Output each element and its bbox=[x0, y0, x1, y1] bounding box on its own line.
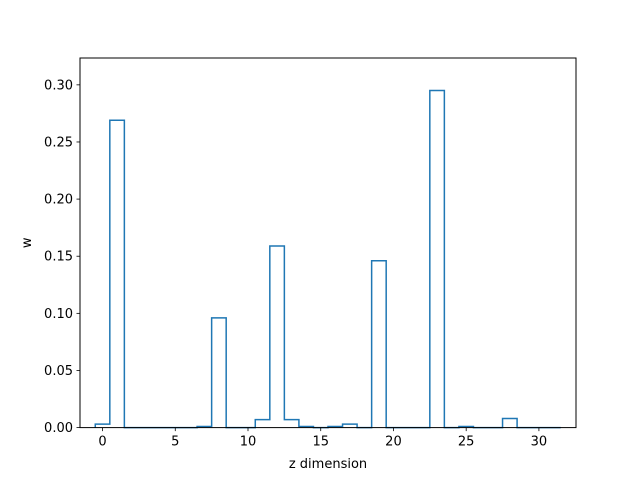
x-tick-label: 20 bbox=[385, 435, 402, 450]
x-tick-label: 25 bbox=[458, 435, 475, 450]
x-tick-label: 10 bbox=[240, 435, 257, 450]
x-tick-label: 15 bbox=[312, 435, 329, 450]
axis-ticks: 0 5 10 15 20 25 30 0.00 0.05 0.10 0.15 0.20 0.25 0.30 bbox=[44, 78, 547, 449]
y-tick-label: 0.20 bbox=[44, 193, 73, 208]
y-tick-label: 0.30 bbox=[44, 78, 73, 93]
y-axis-label: w bbox=[20, 237, 35, 248]
y-tick-label: 0.05 bbox=[44, 364, 73, 379]
y-tick-label: 0.10 bbox=[44, 307, 73, 322]
y-tick-label: 0.15 bbox=[44, 250, 73, 265]
x-tick-label: 0 bbox=[98, 435, 106, 450]
x-tick-label: 5 bbox=[171, 435, 179, 450]
x-axis-label: z dimension bbox=[289, 457, 367, 472]
y-tick-label: 0.25 bbox=[44, 135, 73, 150]
x-tick-label: 30 bbox=[531, 435, 548, 450]
axes-frame bbox=[79, 57, 577, 429]
y-tick-label: 0.00 bbox=[44, 421, 73, 436]
